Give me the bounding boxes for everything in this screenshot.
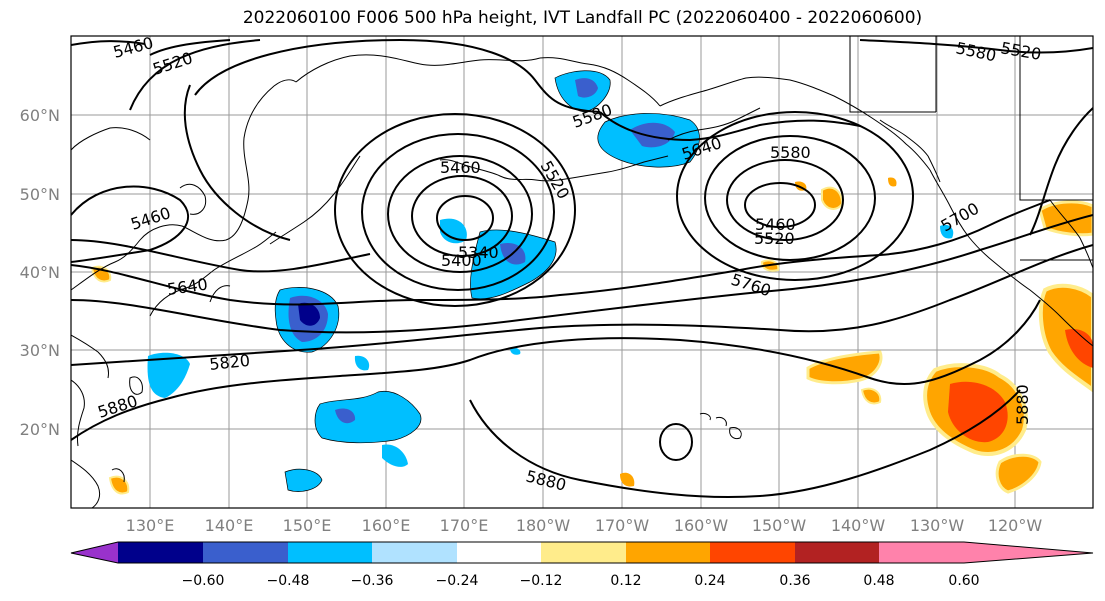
contour-label: 5820 bbox=[208, 351, 250, 374]
colorbar-tick-label: −0.48 bbox=[267, 573, 310, 589]
height-contours bbox=[71, 38, 1093, 499]
colorbar-tick-label: −0.60 bbox=[182, 573, 225, 589]
colorbar-segment bbox=[457, 542, 541, 563]
latitude-labels: 60°N 50°N 40°N 30°N 20°N bbox=[20, 106, 60, 439]
colorbar-tick-label: 0.60 bbox=[948, 573, 979, 589]
lon-label: 120°W bbox=[988, 516, 1043, 535]
lon-label: 130°W bbox=[910, 516, 965, 535]
colorbar-segment bbox=[541, 542, 626, 563]
lon-label: 160°E bbox=[362, 516, 411, 535]
colorbar-tick-label: 0.36 bbox=[779, 573, 810, 589]
contour-label: 5520 bbox=[754, 229, 795, 248]
lon-label: 170°W bbox=[595, 516, 650, 535]
colorbar-segment bbox=[118, 542, 203, 563]
colorbar-tick-label: 0.48 bbox=[863, 573, 894, 589]
colorbar-tick-label: −0.24 bbox=[436, 573, 479, 589]
longitude-labels: 130°E 140°E 150°E 160°E 170°E 180°W 170°… bbox=[126, 516, 1043, 535]
colorbar-tick-label: 0.12 bbox=[610, 573, 641, 589]
colorbar-extend-high-tip bbox=[964, 542, 1093, 563]
colorbar-outline bbox=[70, 541, 1094, 564]
map-frame bbox=[70, 35, 1094, 509]
lat-label: 60°N bbox=[20, 106, 60, 125]
colorbar: −0.60 −0.48 −0.36 −0.24 −0.12 0.12 0.24 … bbox=[70, 541, 1094, 589]
lon-label: 160°W bbox=[674, 516, 729, 535]
colorbar-tick-label: −0.36 bbox=[351, 573, 394, 589]
lat-label: 20°N bbox=[20, 420, 60, 439]
lat-label: 40°N bbox=[20, 263, 60, 282]
lat-label: 50°N bbox=[20, 185, 60, 204]
colorbar-segment bbox=[372, 542, 457, 563]
lon-label: 150°W bbox=[752, 516, 807, 535]
contour-label: 5460 bbox=[440, 158, 481, 177]
contour-label: 5340 bbox=[458, 243, 499, 262]
colorbar-segment bbox=[879, 542, 964, 563]
colorbar-tick-label: 0.24 bbox=[694, 573, 725, 589]
colorbar-segment bbox=[288, 542, 372, 563]
lon-label: 130°E bbox=[126, 516, 175, 535]
lon-label: 170°E bbox=[440, 516, 489, 535]
colorbar-segment bbox=[203, 542, 288, 563]
colorbar-segment bbox=[626, 542, 710, 563]
coastlines bbox=[71, 36, 1093, 508]
lon-label: 180°W bbox=[516, 516, 571, 535]
contour-label: 5580 bbox=[770, 143, 811, 162]
colorbar-segment bbox=[795, 542, 879, 563]
lon-label: 150°E bbox=[283, 516, 332, 535]
ivt-positive-shading bbox=[90, 177, 1093, 495]
colorbar-tick-label: −0.12 bbox=[520, 573, 563, 589]
contour-label: 5400 bbox=[441, 251, 482, 270]
lon-label: 140°W bbox=[831, 516, 886, 535]
map-title: 2022060100 F006 500 hPa height, IVT Land… bbox=[242, 8, 923, 28]
colorbar-extend-low bbox=[71, 542, 118, 563]
contour-label: 5460 bbox=[755, 215, 796, 234]
colorbar-segment bbox=[710, 542, 795, 563]
lat-label: 30°N bbox=[20, 341, 60, 360]
contour-label: 5880 bbox=[1013, 384, 1032, 425]
lon-label: 140°E bbox=[205, 516, 254, 535]
